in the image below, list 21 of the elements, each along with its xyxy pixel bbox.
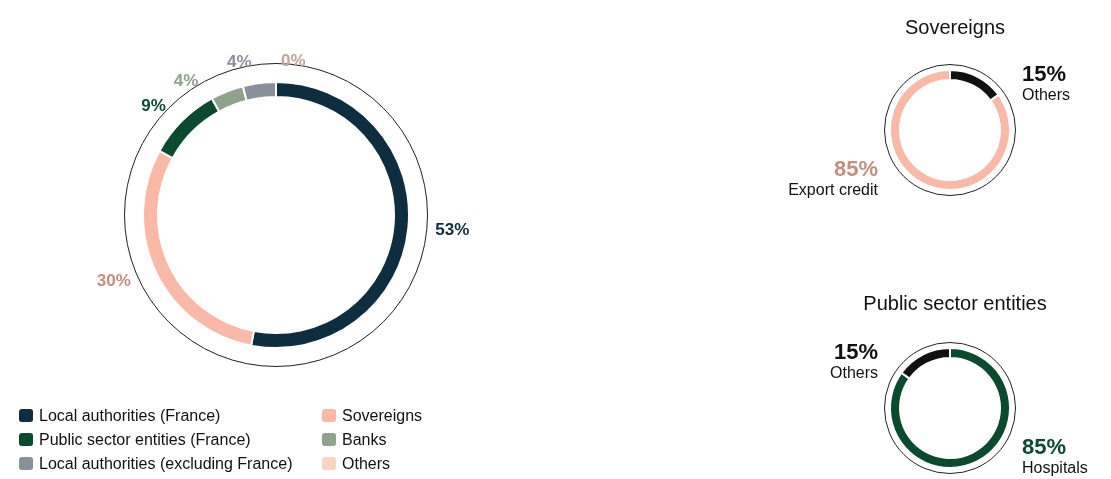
chart-title: Sovereigns xyxy=(904,16,1006,38)
data-label: 85% xyxy=(1022,433,1067,459)
legend-label: Banks xyxy=(342,431,387,448)
legend-label: Others xyxy=(342,455,391,472)
slice-label: Export credit xyxy=(788,180,879,198)
slice-label: Hospitals xyxy=(1022,458,1088,476)
data-label: 53% xyxy=(435,220,470,240)
chart-title: Public sector entities xyxy=(863,292,1047,314)
data-label: 4% xyxy=(173,70,199,90)
slice-label: Others xyxy=(829,364,878,382)
legend-label: Local authorities (excluding France) xyxy=(39,455,293,472)
slice-label: Others xyxy=(1022,86,1071,104)
data-label: 15% xyxy=(1022,61,1067,87)
legend-label: Public sector entities (France) xyxy=(39,431,251,448)
data-label: 85% xyxy=(833,155,878,181)
data-label: 9% xyxy=(141,95,166,115)
data-label: 15% xyxy=(833,339,878,365)
legend-label: Local authorities (France) xyxy=(39,407,221,424)
legend-label: Sovereigns xyxy=(342,407,423,424)
data-label: 4% xyxy=(227,51,252,71)
data-label: 30% xyxy=(96,271,131,291)
